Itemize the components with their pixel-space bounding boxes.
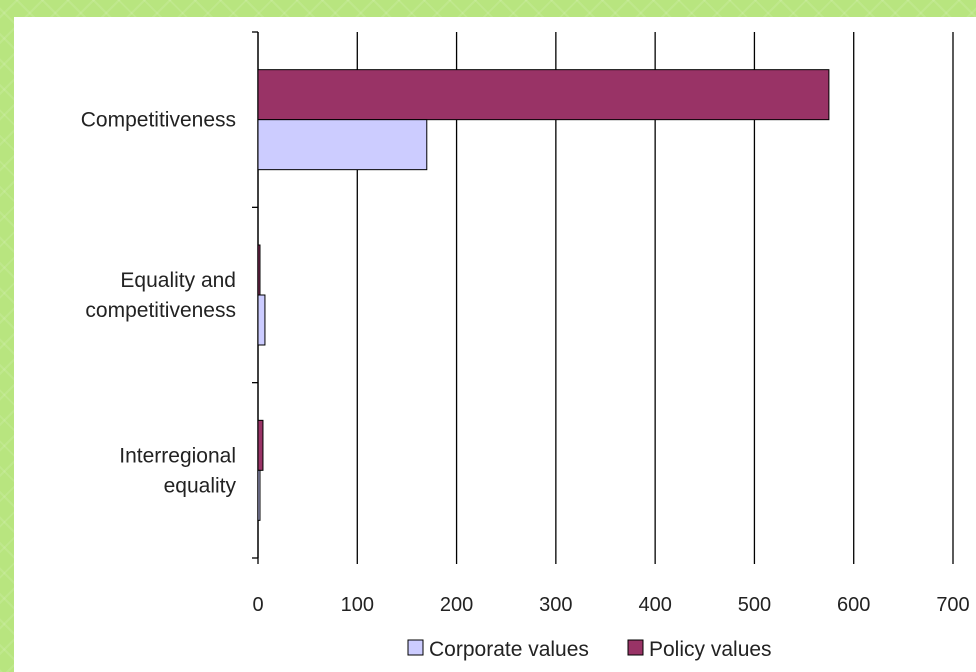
bar-corporate-values	[257, 469, 261, 521]
legend-label: Policy values	[649, 638, 772, 661]
chart-panel	[14, 17, 976, 672]
bar-policy-values	[257, 244, 261, 296]
x-tick-label: 300	[539, 594, 572, 616]
legend-swatch	[407, 639, 424, 656]
x-tick-label: 400	[638, 594, 671, 616]
category-label: equality	[164, 474, 237, 497]
bar-corporate-values	[257, 119, 428, 171]
legend-swatch	[627, 639, 644, 656]
x-tick-label: 0	[252, 594, 263, 616]
category-label: Interregional	[119, 444, 236, 467]
x-tick-label: 600	[837, 594, 870, 616]
category-label: Equality and	[120, 269, 236, 292]
x-tick-label: 200	[440, 594, 473, 616]
x-tick-label: 100	[341, 594, 374, 616]
legend-label: Corporate values	[429, 638, 589, 661]
bar-policy-values	[257, 69, 830, 121]
x-tick-label: 500	[738, 594, 771, 616]
bar-corporate-values	[257, 294, 266, 346]
category-label: Competitiveness	[81, 109, 236, 132]
category-label: competitiveness	[85, 299, 236, 322]
x-tick-label: 700	[936, 594, 969, 616]
bar-policy-values	[257, 419, 264, 471]
